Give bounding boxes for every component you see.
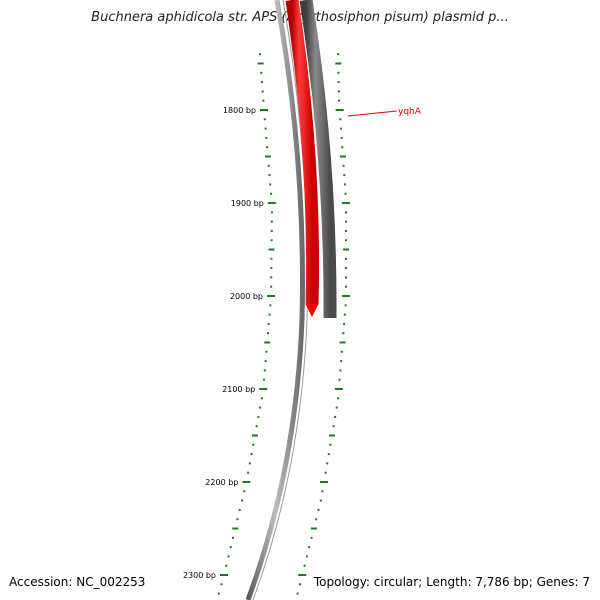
tick-labels: 1800 bp 1900 bp 2000 bp 2100 bp 2200 bp 2300 … bbox=[183, 106, 264, 580]
tick-label: 1900 bp bbox=[231, 199, 264, 208]
reverse-feature-arc bbox=[299, 0, 337, 319]
tick-label: 1800 bp bbox=[223, 106, 256, 115]
accession-label: Accession: NC_002253 bbox=[9, 575, 146, 589]
gene-yqhA-arc[interactable] bbox=[285, 0, 320, 306]
tick-label: 2000 bp bbox=[230, 292, 263, 301]
gene-label-leader-line bbox=[347, 110, 398, 117]
gene-yqhA-arrowhead[interactable] bbox=[305, 304, 319, 317]
tick-label: 2300 bp bbox=[183, 571, 216, 580]
backbone-ring-outer bbox=[252, 0, 308, 600]
tick-marks bbox=[217, 53, 350, 595]
gene-label-yqhA[interactable]: yqhA bbox=[398, 107, 422, 117]
tick-label: 2200 bp bbox=[205, 478, 238, 487]
backbone-ring bbox=[245, 0, 305, 600]
topology-summary: Topology: circular; Length: 7,786 bp; Ge… bbox=[313, 575, 590, 589]
tick-label: 2100 bp bbox=[222, 385, 255, 394]
